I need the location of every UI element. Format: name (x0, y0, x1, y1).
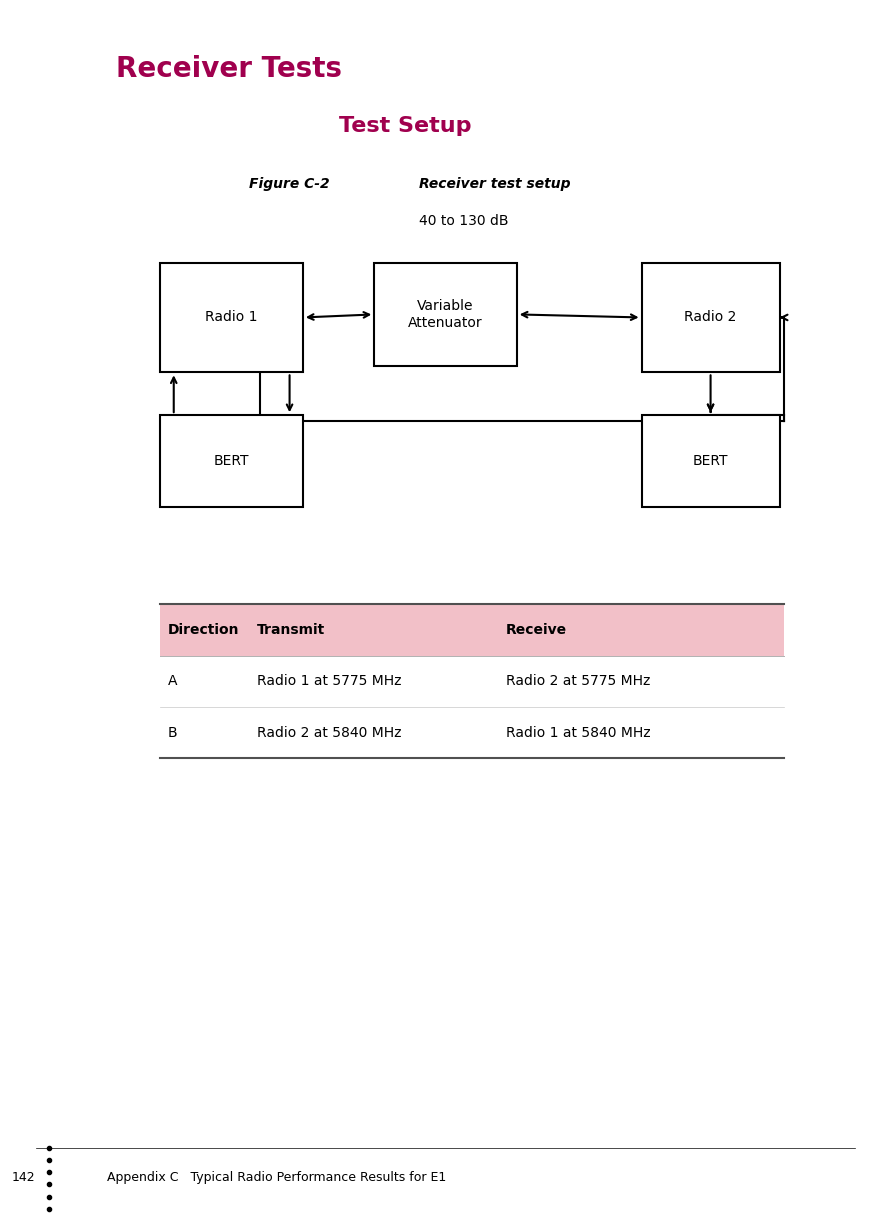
Text: B: B (168, 725, 177, 740)
Text: Radio 1 at 5775 MHz: Radio 1 at 5775 MHz (257, 674, 401, 689)
Text: 40 to 130 dB: 40 to 130 dB (419, 214, 508, 227)
Text: Appendix C   Typical Radio Performance Results for E1: Appendix C Typical Radio Performance Res… (107, 1171, 446, 1184)
Bar (160, 604, 784, 656)
Text: BERT: BERT (693, 454, 728, 468)
Text: 142: 142 (12, 1171, 36, 1184)
FancyBboxPatch shape (160, 263, 303, 372)
Text: Test Setup: Test Setup (339, 116, 471, 136)
Text: BERT: BERT (214, 454, 249, 468)
Text: Radio 2 at 5840 MHz: Radio 2 at 5840 MHz (257, 725, 401, 740)
Bar (160, 656, 784, 707)
FancyBboxPatch shape (160, 415, 303, 507)
Text: A: A (168, 674, 177, 689)
Text: Receiver test setup: Receiver test setup (419, 177, 570, 190)
Text: Direction: Direction (168, 623, 239, 637)
Bar (160, 707, 784, 758)
Text: Figure C-2: Figure C-2 (249, 177, 330, 190)
Text: Transmit: Transmit (257, 623, 325, 637)
Text: Radio 1: Radio 1 (206, 310, 257, 325)
Text: Radio 2 at 5775 MHz: Radio 2 at 5775 MHz (506, 674, 650, 689)
Text: Receive: Receive (506, 623, 568, 637)
Text: Radio 1 at 5840 MHz: Radio 1 at 5840 MHz (506, 725, 650, 740)
FancyBboxPatch shape (642, 263, 780, 372)
FancyBboxPatch shape (642, 415, 780, 507)
Text: Variable
Attenuator: Variable Attenuator (408, 299, 483, 330)
Text: Radio 2: Radio 2 (684, 310, 737, 325)
Text: Receiver Tests: Receiver Tests (116, 55, 342, 83)
FancyBboxPatch shape (374, 263, 517, 366)
